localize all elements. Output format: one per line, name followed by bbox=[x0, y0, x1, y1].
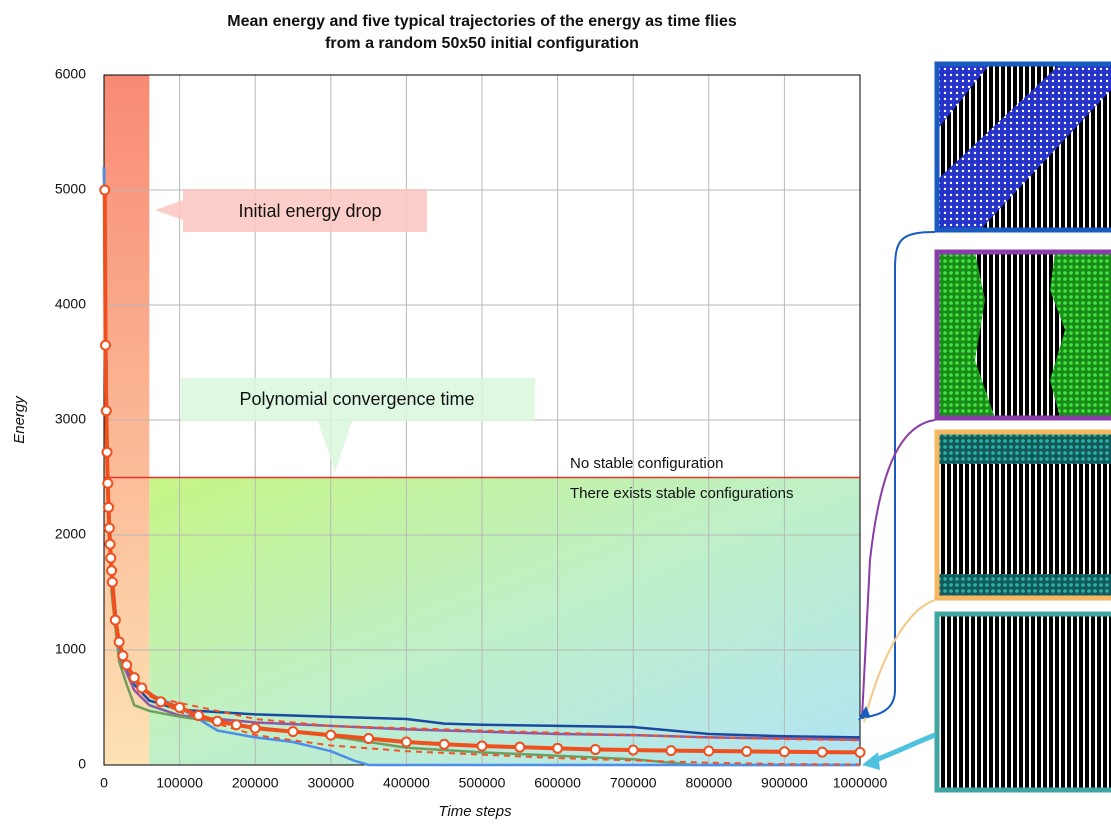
x-tick-label: 200000 bbox=[232, 775, 279, 791]
x-tick-label: 100000 bbox=[156, 775, 203, 791]
y-axis-label: Energy bbox=[11, 395, 28, 444]
snapshot-panel bbox=[937, 64, 1111, 230]
connector bbox=[864, 600, 935, 722]
annotation-drop: Initial energy drop bbox=[155, 189, 427, 232]
series-marker bbox=[591, 745, 600, 754]
annotation: There exists stable configurations bbox=[570, 485, 793, 502]
series-marker bbox=[326, 731, 335, 740]
series-marker bbox=[104, 503, 113, 512]
series-marker bbox=[111, 616, 120, 625]
series-marker bbox=[251, 724, 260, 733]
series-marker bbox=[105, 524, 114, 533]
series-marker bbox=[106, 554, 115, 563]
connector bbox=[870, 735, 935, 762]
snapshot-region bbox=[937, 574, 1111, 598]
x-tick-label: 1000000 bbox=[833, 775, 888, 791]
series-marker bbox=[130, 673, 139, 682]
series-marker bbox=[115, 637, 124, 646]
series-marker bbox=[101, 341, 110, 350]
series-marker bbox=[515, 743, 524, 752]
series-marker bbox=[108, 578, 117, 587]
series-marker bbox=[704, 746, 713, 755]
snapshot-image bbox=[937, 614, 1111, 790]
series-marker bbox=[667, 746, 676, 755]
chart: 0 1000 2000 3000 4000 5000 6000 0 100000 200000 30… bbox=[0, 0, 1111, 825]
series-marker bbox=[122, 660, 131, 669]
x-tick-label: 800000 bbox=[685, 775, 732, 791]
x-tick-label: 300000 bbox=[307, 775, 354, 791]
x-tick-label: 0 bbox=[100, 775, 108, 791]
series-marker bbox=[156, 697, 165, 706]
series-marker bbox=[478, 742, 487, 751]
series-marker bbox=[194, 711, 203, 720]
series-marker bbox=[742, 747, 751, 756]
annotation: No stable configuration bbox=[570, 455, 723, 472]
series-marker bbox=[364, 734, 373, 743]
snapshot-panel bbox=[937, 432, 1111, 598]
y-tick-label: 6000 bbox=[55, 66, 86, 82]
y-tick-label: 4000 bbox=[55, 296, 86, 312]
annotation: Initial energy drop bbox=[238, 201, 381, 221]
connector bbox=[862, 232, 935, 718]
series-marker bbox=[440, 740, 449, 749]
x-tick-label: 900000 bbox=[761, 775, 808, 791]
connector bbox=[862, 420, 935, 718]
y-tick-label: 0 bbox=[78, 756, 86, 772]
snapshot-panel bbox=[937, 614, 1111, 790]
series-marker bbox=[107, 566, 116, 575]
series-marker bbox=[818, 748, 827, 757]
series-marker bbox=[103, 479, 112, 488]
chart-title: from a random 50x50 initial configuratio… bbox=[325, 35, 639, 52]
snapshots bbox=[858, 64, 1111, 790]
series-marker bbox=[232, 720, 241, 729]
series-marker bbox=[780, 747, 789, 756]
series-marker bbox=[289, 727, 298, 736]
series-marker bbox=[100, 186, 109, 195]
x-tick-label: 400000 bbox=[383, 775, 430, 791]
series-marker bbox=[106, 540, 115, 549]
x-tick-label: 700000 bbox=[610, 775, 657, 791]
y-tick-label: 2000 bbox=[55, 526, 86, 542]
y-tick-label: 5000 bbox=[55, 181, 86, 197]
y-tick-label: 1000 bbox=[55, 641, 86, 657]
snapshot-region bbox=[937, 432, 1111, 464]
series-marker bbox=[103, 448, 112, 457]
series-marker bbox=[402, 738, 411, 747]
series-marker bbox=[175, 703, 184, 712]
series-marker bbox=[118, 651, 127, 660]
series-marker bbox=[629, 746, 638, 755]
chart-title: Mean energy and five typical trajectorie… bbox=[227, 13, 737, 30]
annotation: Polynomial convergence time bbox=[239, 389, 474, 409]
series-marker bbox=[102, 406, 111, 415]
series-marker bbox=[856, 748, 865, 757]
x-axis-label: Time steps bbox=[438, 803, 512, 820]
series-marker bbox=[137, 683, 146, 692]
x-tick-label: 600000 bbox=[534, 775, 581, 791]
series-marker bbox=[553, 744, 562, 753]
y-tick-label: 3000 bbox=[55, 411, 86, 427]
series-marker bbox=[213, 717, 222, 726]
x-tick-label: 500000 bbox=[459, 775, 506, 791]
snapshot-panel bbox=[937, 252, 1111, 418]
